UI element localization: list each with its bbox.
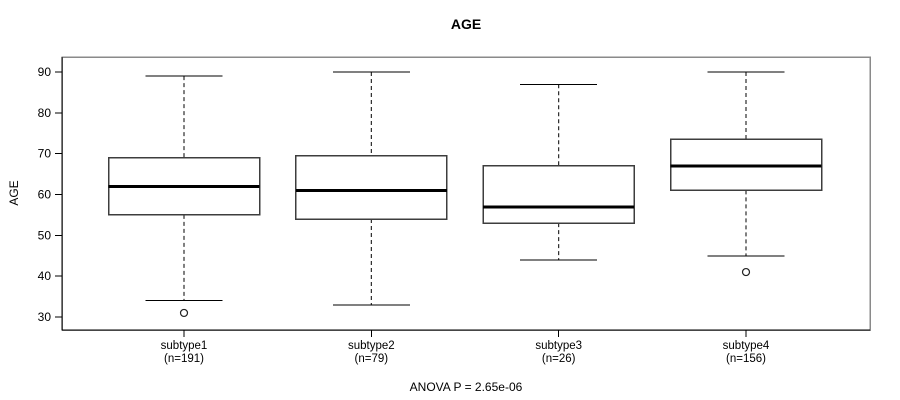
group-label-subtype4: subtype4 — [723, 340, 770, 352]
group-n-label-subtype2: (n=79) — [355, 353, 389, 365]
y-tick-label: 40 — [38, 269, 52, 283]
group-n-label-subtype1: (n=191) — [164, 353, 204, 365]
y-tick-label: 80 — [38, 106, 52, 120]
chart-title: AGE — [450, 16, 482, 32]
y-tick-label: 60 — [38, 188, 52, 202]
iqr-box-subtype2 — [295, 154, 448, 220]
y-tick-label: 70 — [38, 147, 52, 161]
group-n-label-subtype4: (n=156) — [726, 353, 766, 365]
group-label-subtype2: subtype2 — [348, 340, 395, 352]
outlier-point-subtype4 — [741, 267, 751, 277]
outlier-point-subtype1 — [179, 308, 189, 318]
y-tick-label: 30 — [38, 310, 52, 324]
y-tick-label: 90 — [38, 65, 52, 79]
iqr-box-subtype3 — [482, 165, 635, 224]
anova-annotation: ANOVA P = 2.65e-06 — [409, 380, 523, 394]
y-tick-label: 50 — [38, 228, 52, 242]
group-n-label-subtype3: (n=26) — [542, 353, 576, 365]
group-label-subtype1: subtype1 — [161, 340, 208, 352]
group-label-subtype3: subtype3 — [535, 340, 582, 352]
